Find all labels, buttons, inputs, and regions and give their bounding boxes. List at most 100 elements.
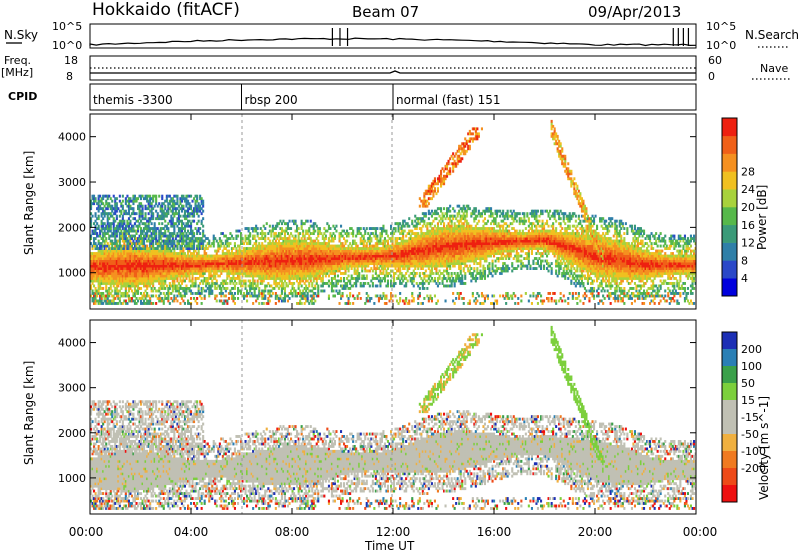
power-cell [273, 282, 276, 285]
power-cell [255, 252, 258, 255]
power-cell [179, 214, 182, 218]
power-cell [149, 284, 152, 288]
power-cell [302, 249, 305, 253]
power-cell [294, 242, 297, 245]
power-cell [164, 277, 167, 280]
power-cell [390, 292, 393, 295]
power-cell [205, 259, 208, 263]
power-cell [179, 229, 182, 233]
power-cell [246, 292, 249, 295]
power-cell [320, 279, 323, 283]
power-cell [324, 274, 327, 278]
power-cell [370, 247, 373, 250]
power-cell [173, 249, 176, 253]
power-cell [199, 197, 202, 201]
power-cell [323, 249, 326, 253]
power-cell [208, 289, 211, 293]
power-cell [162, 267, 165, 270]
power-cell [355, 242, 358, 245]
power-cell [176, 202, 179, 206]
power-cell [371, 254, 374, 258]
power-cell [115, 249, 118, 253]
power-cell [202, 242, 205, 245]
power-cell [173, 252, 176, 255]
power-cell [133, 274, 136, 278]
power-cell [302, 252, 305, 255]
power-cell [227, 297, 230, 300]
power-cell [200, 254, 203, 258]
power-cell [261, 274, 264, 278]
power-cell [211, 257, 214, 260]
power-cell [196, 204, 199, 208]
power-cell [179, 274, 182, 278]
power-cell [224, 269, 227, 273]
power-cell [167, 239, 170, 243]
power-cell [221, 302, 224, 305]
power-cell [120, 257, 123, 260]
power-cell [187, 234, 190, 238]
power-cell [97, 227, 100, 230]
power-cell [115, 234, 118, 238]
power-cell [271, 254, 274, 258]
power-cell [185, 202, 188, 206]
power-cell [370, 254, 373, 258]
power-cell [247, 239, 250, 243]
power-cell [171, 219, 174, 223]
power-cell [380, 247, 383, 250]
power-cell [390, 237, 393, 240]
power-cell [214, 249, 217, 253]
power-cell [232, 269, 235, 273]
power-cell [124, 277, 127, 280]
power-cell [182, 247, 185, 250]
power-cell [203, 254, 206, 258]
power-cell [138, 244, 141, 248]
power-cell [159, 282, 162, 285]
power-cell [188, 254, 191, 258]
power-cell [279, 219, 282, 223]
power-cell [396, 247, 399, 250]
power-cell [135, 232, 138, 235]
power-cell [212, 239, 215, 243]
power-cell [100, 207, 103, 211]
power-cell [137, 262, 140, 265]
power-cell [100, 214, 103, 218]
power-cell [365, 249, 368, 253]
power-cell [253, 247, 256, 250]
power-cell [261, 237, 264, 240]
power-cell [123, 239, 126, 243]
power-cell [379, 282, 382, 285]
power-cell [309, 299, 312, 303]
power-cell [276, 264, 279, 268]
power-cell [194, 284, 197, 288]
power-cell [100, 267, 103, 270]
power-cell [399, 244, 402, 248]
power-cell [346, 264, 349, 268]
power-cell [302, 262, 305, 265]
power-cell [312, 267, 315, 270]
power-cell [256, 279, 259, 283]
power-cell [399, 249, 402, 253]
power-cell [202, 202, 205, 206]
power-cell [247, 249, 250, 253]
power-cell [288, 234, 291, 238]
power-cell [99, 294, 102, 298]
power-cell [320, 269, 323, 273]
power-cell [273, 274, 276, 278]
power-cell [253, 274, 256, 278]
power-cell [99, 297, 102, 300]
power-cell [243, 297, 246, 300]
power-cell [94, 199, 97, 203]
power-cell [317, 229, 320, 233]
power-cell [203, 252, 206, 255]
power-cell [120, 287, 123, 290]
power-cell [370, 227, 373, 230]
power-cell [386, 264, 389, 268]
power-cell [232, 282, 235, 285]
power-cell [94, 299, 97, 303]
power-cell [164, 244, 167, 248]
power-cell [256, 297, 259, 300]
power-cell [179, 219, 182, 223]
power-cell [176, 247, 179, 250]
power-cell [256, 262, 259, 265]
power-cell [376, 262, 379, 265]
